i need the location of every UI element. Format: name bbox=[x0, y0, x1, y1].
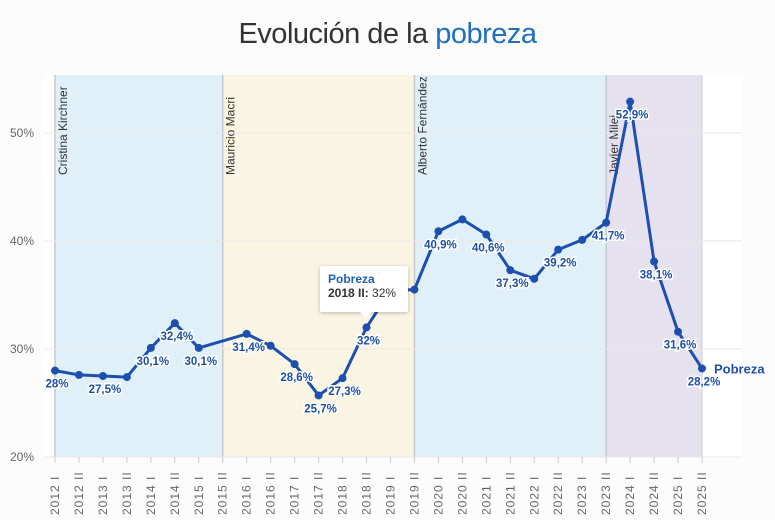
data-label: 32,4% bbox=[161, 331, 194, 343]
data-label: 30,1% bbox=[137, 356, 170, 368]
series-end-label: Pobreza bbox=[714, 361, 765, 376]
x-tick-label: 2019 II bbox=[407, 471, 421, 515]
data-point bbox=[650, 257, 659, 266]
band-label: Alberto Fernández bbox=[415, 76, 429, 175]
data-point bbox=[530, 274, 539, 283]
y-tick-label: 20% bbox=[10, 450, 34, 464]
data-point bbox=[626, 97, 635, 106]
data-point bbox=[146, 343, 155, 352]
data-point bbox=[338, 374, 347, 383]
x-tick-label: 2017 II bbox=[312, 471, 326, 515]
data-label: 40,9% bbox=[424, 239, 457, 251]
x-tick-label: 2016 II bbox=[264, 471, 278, 515]
data-point bbox=[602, 218, 611, 227]
data-label: 30,1% bbox=[184, 356, 217, 368]
x-tick-label: 2015 I bbox=[192, 476, 206, 515]
data-point bbox=[410, 285, 419, 294]
data-label: 37,3% bbox=[496, 278, 529, 290]
tooltip-key: 2018 II: bbox=[328, 286, 369, 300]
data-label: 52,9% bbox=[616, 110, 649, 122]
data-label: 27,5% bbox=[89, 384, 122, 396]
title-highlight: pobreza bbox=[435, 18, 537, 50]
chart-title: Evolución de la pobreza bbox=[0, 18, 775, 51]
data-label: 40,6% bbox=[472, 243, 505, 255]
data-label: 41,7% bbox=[592, 231, 625, 243]
x-tick-label: 2014 I bbox=[144, 476, 158, 515]
x-tick-label: 2012 II bbox=[72, 471, 86, 515]
data-label: 31,4% bbox=[232, 342, 265, 354]
band-label: Mauricio Macri bbox=[224, 97, 238, 175]
x-tick-label: 2017 I bbox=[288, 476, 302, 515]
y-tick-label: 30% bbox=[10, 342, 34, 356]
data-point bbox=[194, 343, 203, 352]
data-point bbox=[122, 373, 131, 382]
data-label: 27,3% bbox=[328, 386, 361, 398]
data-point bbox=[266, 341, 275, 350]
tooltip-value: 32% bbox=[368, 286, 397, 300]
data-point bbox=[51, 366, 59, 375]
x-tick-label: 2012 I bbox=[48, 476, 62, 515]
data-point bbox=[362, 323, 371, 332]
data-label: 25,7% bbox=[304, 403, 337, 415]
x-tick-label: 2023 II bbox=[599, 471, 613, 515]
data-point bbox=[170, 319, 179, 328]
tooltip-series: Pobreza bbox=[328, 272, 375, 286]
x-tick-label: 2018 II bbox=[360, 471, 374, 515]
data-point bbox=[434, 227, 443, 236]
x-tick-label: 2019 I bbox=[383, 476, 397, 515]
band-label: Cristina Kirchner bbox=[56, 86, 70, 175]
title-text: Evolución de la bbox=[238, 18, 436, 50]
x-tick-label: 2022 II bbox=[551, 471, 565, 515]
x-tick-label: 2021 I bbox=[479, 476, 493, 515]
data-label: 31,6% bbox=[664, 340, 697, 352]
data-point bbox=[314, 391, 323, 400]
data-point bbox=[674, 327, 683, 336]
data-label: 28% bbox=[45, 379, 68, 391]
x-tick-label: 2016 I bbox=[240, 476, 254, 515]
band-2 bbox=[414, 75, 607, 457]
x-tick-label: 2025 I bbox=[671, 476, 685, 515]
data-point bbox=[554, 245, 563, 254]
y-tick-label: 40% bbox=[10, 234, 34, 248]
band-0 bbox=[55, 75, 223, 457]
x-tick-label: 2024 I bbox=[623, 476, 637, 515]
data-label: 39,2% bbox=[544, 258, 577, 270]
data-point bbox=[506, 266, 515, 275]
x-tick-label: 2025 II bbox=[695, 471, 709, 515]
x-tick-label: 2024 II bbox=[647, 471, 661, 515]
x-tick-label: 2013 I bbox=[96, 476, 110, 515]
x-tick-label: 2021 II bbox=[503, 471, 517, 515]
x-tick-label: 2023 I bbox=[575, 476, 589, 515]
band-label: Javier Milei bbox=[607, 115, 621, 175]
data-point bbox=[290, 360, 299, 369]
data-point bbox=[458, 215, 467, 224]
x-tick-label: 2020 II bbox=[455, 471, 469, 515]
x-tick-label: 2020 I bbox=[431, 476, 445, 515]
x-tick-label: 2018 I bbox=[336, 476, 350, 515]
data-point bbox=[242, 329, 251, 338]
data-label: 32% bbox=[357, 335, 380, 347]
y-tick-label: 50% bbox=[10, 126, 34, 140]
x-tick-label: 2013 II bbox=[120, 471, 134, 515]
data-label: 38,1% bbox=[640, 270, 673, 282]
x-tick-label: 2014 II bbox=[168, 471, 182, 515]
data-label: 28,6% bbox=[280, 372, 313, 384]
x-tick-label: 2022 I bbox=[527, 476, 541, 515]
data-point bbox=[482, 230, 491, 239]
data-point bbox=[74, 370, 83, 379]
tooltip: Pobreza 2018 II: 32% bbox=[320, 266, 408, 318]
x-tick-label: 2015 II bbox=[216, 471, 230, 515]
data-point bbox=[98, 372, 107, 380]
data-label: 28,2% bbox=[688, 376, 721, 388]
data-point bbox=[578, 235, 587, 244]
data-point bbox=[698, 364, 706, 373]
